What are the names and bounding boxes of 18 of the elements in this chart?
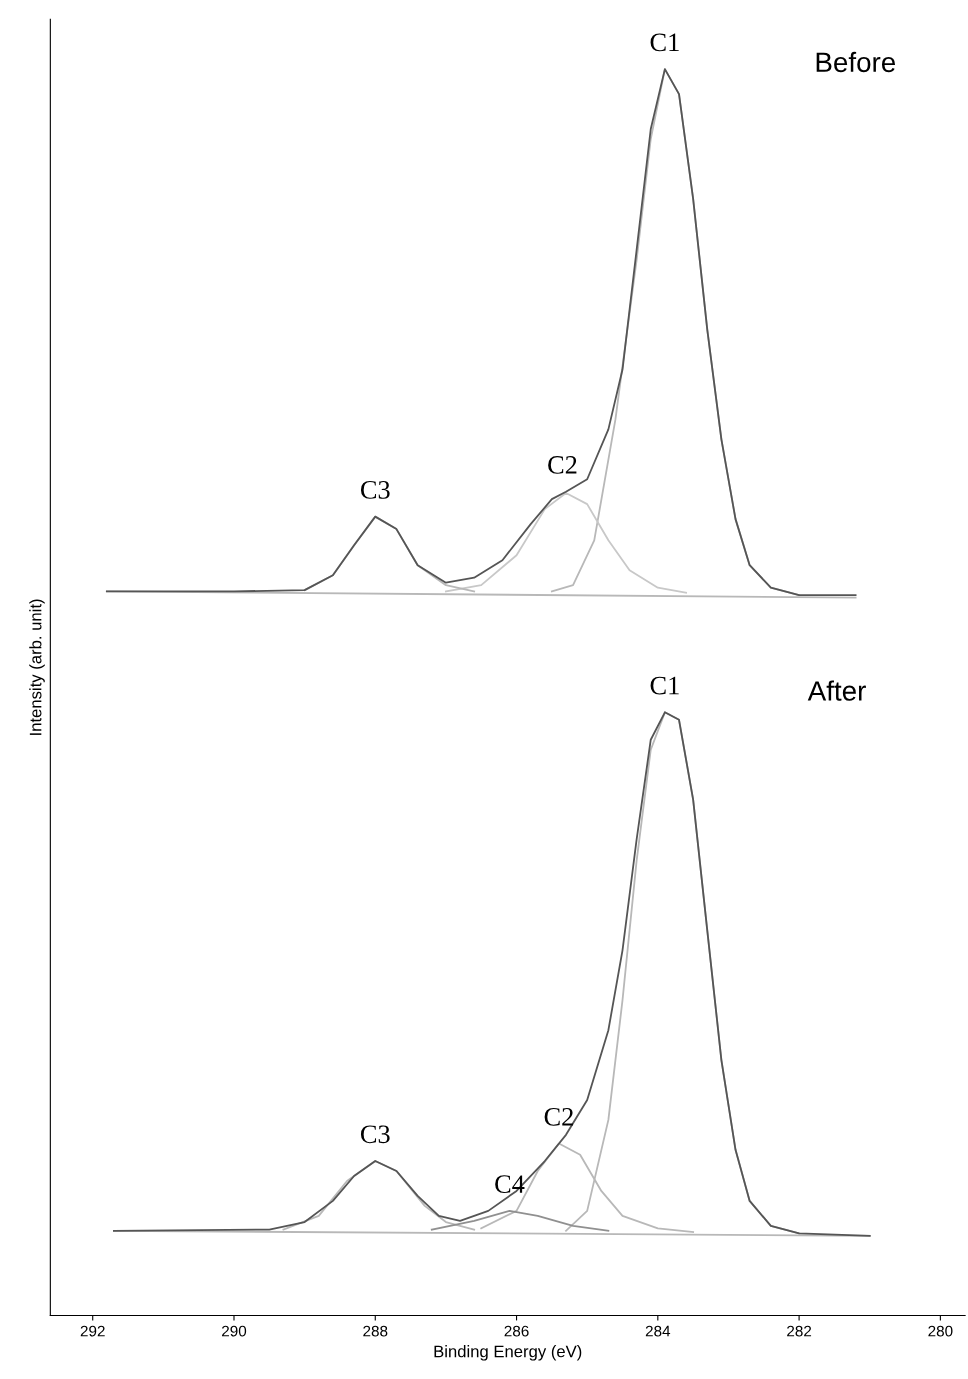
x-axis-title: Binding Energy (eV): [434, 1345, 582, 1361]
annotation: C4: [495, 1175, 525, 1194]
x-tick-label: 288: [363, 1325, 388, 1337]
x-tick-label: 280: [928, 1325, 953, 1337]
annotation: After: [807, 680, 866, 701]
x-tick-label: 292: [80, 1325, 105, 1337]
annotation: C1: [650, 676, 679, 695]
annotation: C2: [548, 456, 577, 474]
x-tick-label: 284: [645, 1325, 671, 1337]
x-tick-label: 286: [504, 1325, 529, 1337]
x-tick-label: 290: [222, 1325, 247, 1337]
y-axis-title: Intensity (arb. unit): [29, 599, 45, 735]
x-tick-label: 282: [787, 1325, 812, 1337]
annotation: C2: [544, 1107, 573, 1126]
annotation: C1: [650, 33, 679, 52]
annotation: C3: [360, 1125, 390, 1144]
annotation: C3: [360, 481, 390, 499]
annotation: Before: [816, 51, 896, 73]
